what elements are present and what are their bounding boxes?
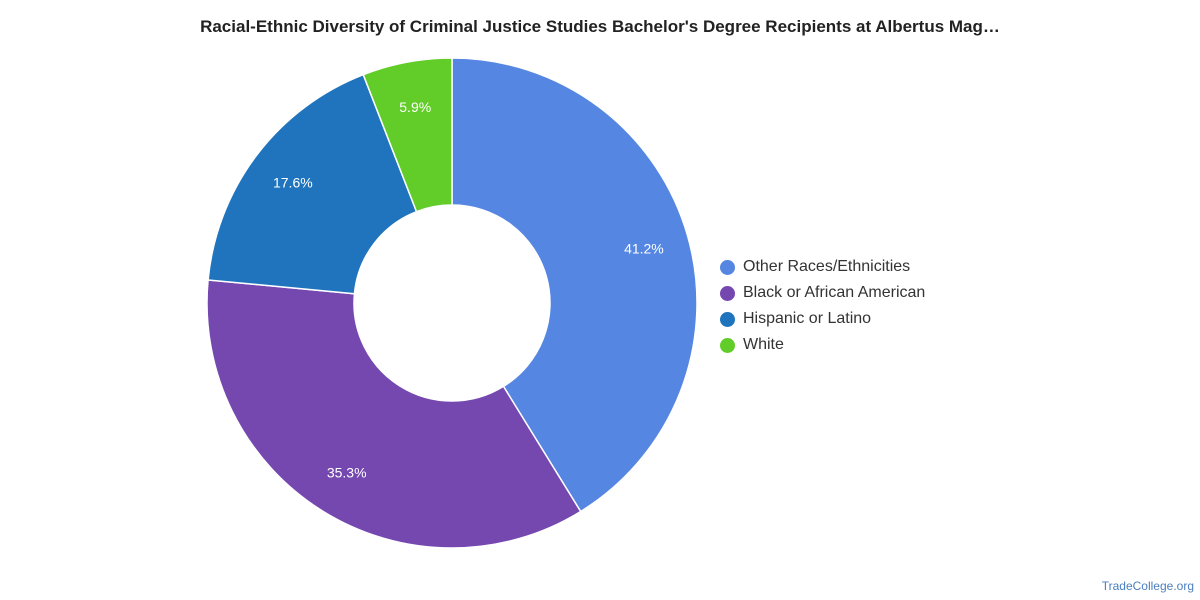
legend-item[interactable]: Hispanic or Latino <box>720 306 925 332</box>
legend-swatch <box>720 311 735 327</box>
legend-swatch <box>720 285 735 301</box>
legend-label: Other Races/Ethnicities <box>743 258 911 275</box>
slice-hispanic-or-latino[interactable] <box>207 73 418 295</box>
data-label: 17.6% <box>273 175 313 191</box>
legend-label: Hispanic or Latino <box>743 310 872 327</box>
chart-legend: Other Races/Ethnicities Black or African … <box>720 254 925 358</box>
slice-white[interactable] <box>362 57 453 213</box>
legend-swatch <box>720 259 735 275</box>
legend-item[interactable]: Other Races/Ethnicities <box>720 254 925 280</box>
legend-label: White <box>743 336 784 353</box>
source-credit[interactable]: TradeCollege.org <box>1101 579 1194 593</box>
data-label: 41.2% <box>624 241 664 257</box>
data-label: 35.3% <box>327 464 367 480</box>
chart-title: Racial-Ethnic Diversity of Criminal Just… <box>200 17 1000 36</box>
slice-other-races-ethnicities[interactable] <box>451 57 698 513</box>
data-label: 5.9% <box>399 99 431 115</box>
legend-label: Black or African American <box>743 284 926 301</box>
legend-swatch <box>720 337 735 353</box>
legend-item[interactable]: Black or African American <box>720 280 925 306</box>
legend-item[interactable]: White <box>720 332 925 358</box>
slice-black-or-african-american[interactable] <box>206 279 582 549</box>
